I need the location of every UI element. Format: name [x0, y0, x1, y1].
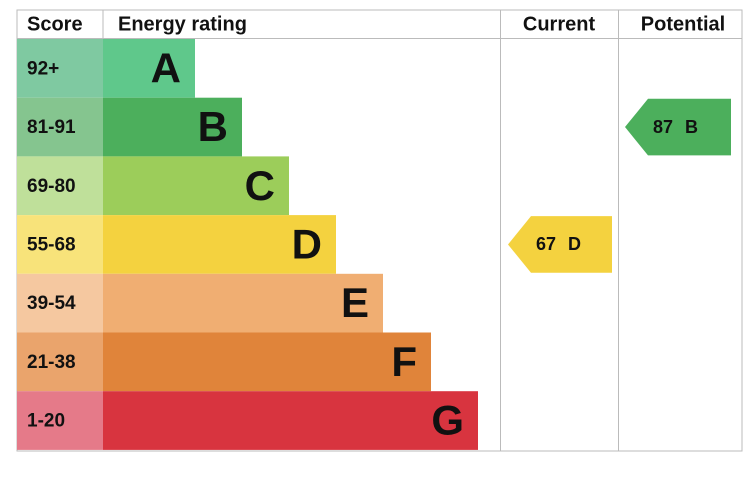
- rating-bar: [103, 332, 431, 392]
- score-label: 81-91: [27, 117, 76, 138]
- rating-bar: [103, 215, 336, 274]
- rating-bar: [103, 391, 478, 450]
- rating-bar: [103, 97, 242, 157]
- score-label: 69-80: [27, 176, 76, 197]
- band-letter: A: [151, 44, 181, 91]
- score-cell: [17, 391, 103, 450]
- header-current: Current: [523, 13, 596, 35]
- score-label: 55-68: [27, 234, 76, 255]
- rating-bar: [103, 156, 289, 216]
- score-cell: [17, 97, 103, 157]
- current-arrow: [508, 216, 612, 273]
- score-cell: [17, 215, 103, 274]
- potential-arrow: [625, 98, 731, 156]
- header-potential: Potential: [641, 13, 725, 35]
- band-letter: D: [292, 221, 322, 268]
- band-letter: C: [245, 162, 275, 209]
- band-letter: B: [198, 103, 228, 150]
- score-cell: [17, 39, 103, 98]
- header-rating: Energy rating: [118, 13, 247, 35]
- score-cell: [17, 273, 103, 333]
- current-band: D: [568, 234, 581, 254]
- band-letter: F: [391, 338, 417, 385]
- current-value: 67: [536, 234, 556, 254]
- score-label: 39-54: [27, 293, 76, 314]
- header-score: Score: [27, 13, 83, 35]
- score-label: 21-38: [27, 352, 76, 373]
- band-letter: G: [431, 397, 464, 444]
- score-cell: [17, 156, 103, 216]
- potential-value: 87: [653, 117, 673, 137]
- score-label: 1-20: [27, 411, 65, 432]
- rating-bar: [103, 39, 195, 98]
- score-cell: [17, 332, 103, 392]
- band-letter: E: [341, 279, 369, 326]
- score-label: 92+: [27, 58, 59, 79]
- potential-band: B: [685, 117, 698, 137]
- rating-bar: [103, 273, 383, 333]
